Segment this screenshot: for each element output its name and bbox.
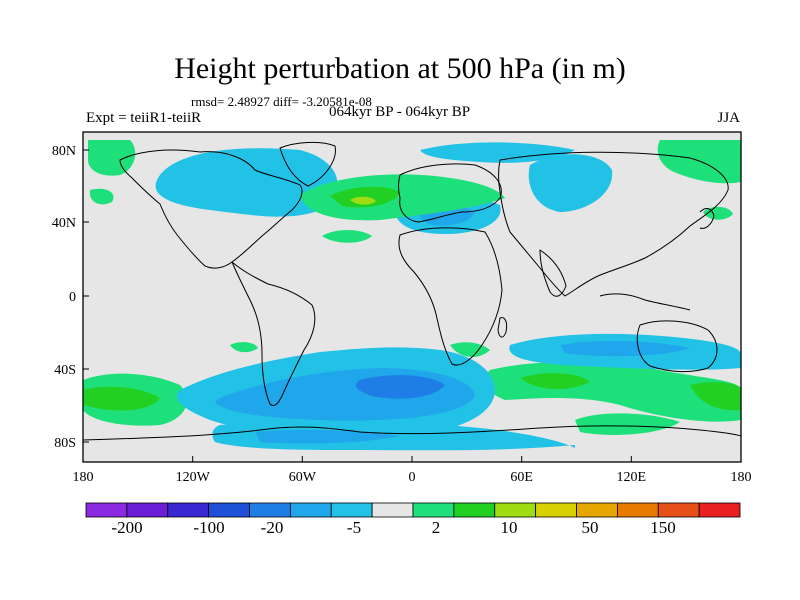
figure-title: Height perturbation at 500 hPa (in m) [174,52,626,85]
lat-tick-label: 80N [52,144,76,159]
colorbar-swatch [616,502,659,518]
colorbar-swatch [249,502,291,518]
coastline-greenland [279,141,336,187]
colorbar-label: 10 [501,518,518,537]
coastline-india [539,249,567,297]
colorbar-swatch [698,502,741,518]
anomaly-region [520,373,590,390]
lon-tick-label: 180 [73,470,94,485]
anomaly-region [350,196,376,205]
anomaly-region [83,386,160,411]
period-label: 064kyr BP - 064kyr BP [329,104,471,120]
colorbar-labels: -200 -100 -20 -5 2 10 50 150 [111,518,675,537]
coastline-australia [636,320,718,373]
lon-tick-label: 0 [409,470,416,485]
coastline-japan [699,208,715,229]
anomaly-region [575,413,680,435]
coastlines [82,141,742,441]
colorbar-swatch [85,502,128,518]
lon-tick-label: 120W [176,470,211,485]
lon-tick-label: 120E [617,470,647,485]
anomaly-region [300,174,505,221]
colorbar-swatch [289,502,332,518]
colorbar-swatch [167,502,210,518]
anomaly-region [235,157,300,172]
anomaly-region [230,342,258,353]
anomaly-region [560,340,690,357]
stats-line: rmsd= 2.48927 diff= -3.20581e-08 [191,94,372,109]
coastline-asia [498,151,729,297]
coastline-indonesia [599,293,691,311]
coastline-south-america [231,261,316,407]
colorbar-swatch [126,502,169,518]
colorbar-label: -200 [111,518,142,537]
lon-tick-labels: 180 120W 60W 0 60E 120E 180 [73,470,752,485]
colorbar-swatch [330,502,373,518]
colorbar-swatch [576,502,618,518]
lat-tick-labels: 80N 40N 0 40S 80S [52,144,76,451]
lat-tick-label: 80S [54,436,76,451]
anomaly-region [255,429,400,444]
anomaly-region [420,142,575,163]
anomaly-field [83,140,741,451]
anomaly-region [450,342,490,357]
coastline-madagascar [497,317,508,338]
lon-tick-label: 60W [289,470,317,485]
anomaly-region [89,188,114,205]
colorbar-swatch [494,502,537,518]
anomaly-region [322,230,372,243]
season-label: JJA [717,110,740,126]
colorbar-label: 150 [650,518,676,537]
coastline-antarctica [82,425,742,441]
lat-tick-label: 0 [69,290,76,305]
colorbar-label: 50 [582,518,599,537]
anomaly-region [88,140,136,176]
experiment-label: Expt = teiiR1-teiiR [86,110,202,126]
coastline-europe [398,163,502,223]
lat-tick-label: 40N [52,216,76,231]
coastline-africa [398,227,503,366]
anomaly-region [690,382,741,411]
colorbar [85,502,741,518]
lat-tick-label: 40S [54,363,76,378]
colorbar-swatch [453,502,496,518]
colorbar-swatch [535,502,577,518]
anomaly-region [355,375,445,399]
colorbar-label: 2 [432,518,441,537]
lon-tick-label: 180 [731,470,752,485]
colorbar-swatch [412,502,455,518]
lon-tick-label: 60E [510,470,533,485]
anomaly-region [528,154,613,212]
colorbar-swatch [657,502,700,518]
colorbar-label: -100 [193,518,224,537]
coastline-north-america [119,149,303,269]
colorbar-label: -20 [261,518,284,537]
colorbar-label: -5 [347,518,361,537]
axis-ticks [82,149,742,462]
colorbar-swatch [371,502,414,518]
colorbar-swatch [208,502,250,518]
